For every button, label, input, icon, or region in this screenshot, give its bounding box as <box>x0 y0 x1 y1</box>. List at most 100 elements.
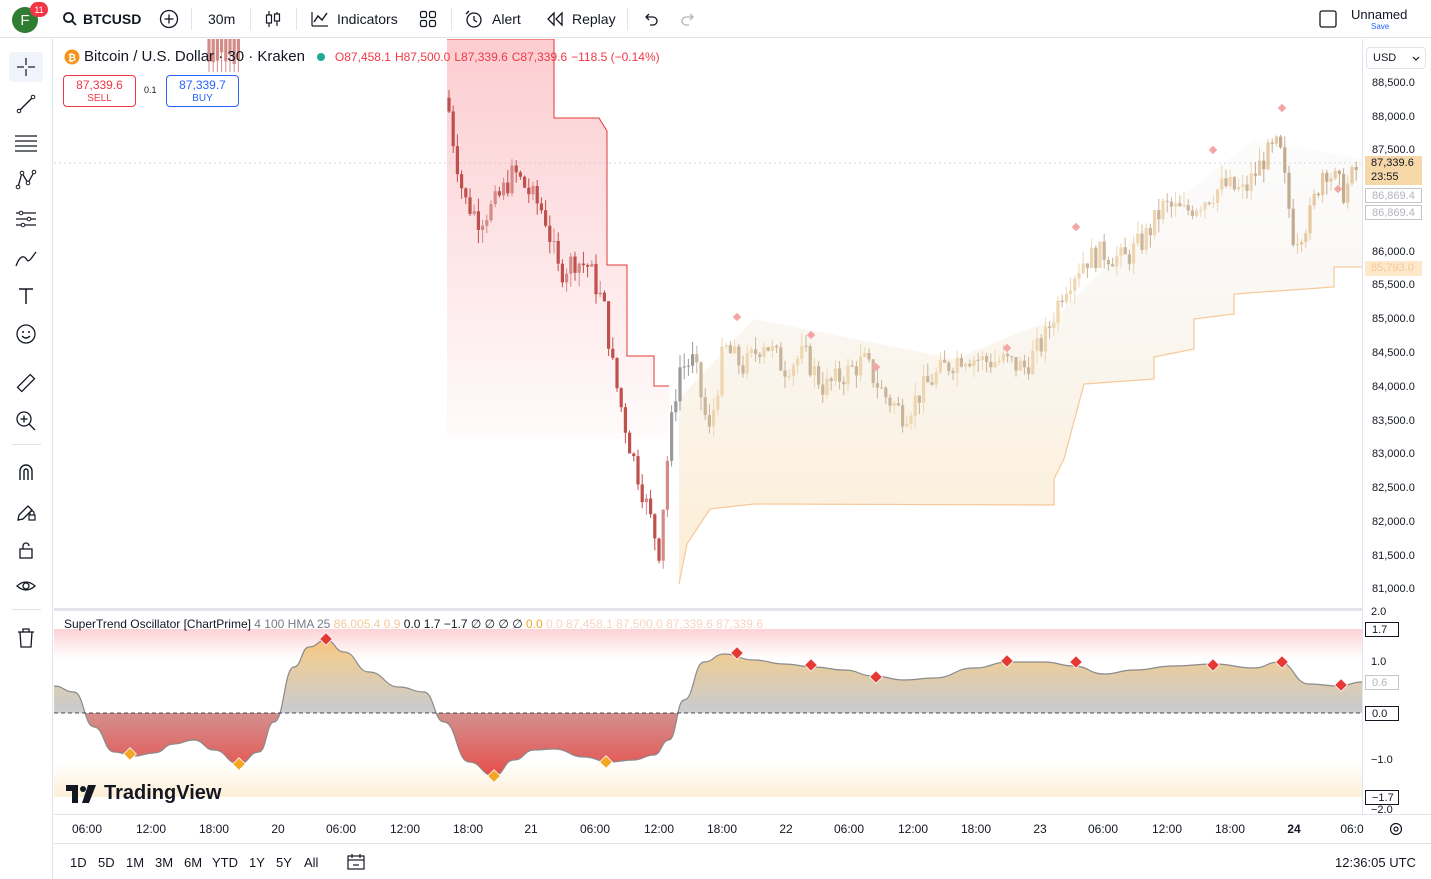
candle-body <box>497 191 501 196</box>
candle-body <box>220 39 224 53</box>
candle-body <box>1253 173 1257 176</box>
oscillator-name[interactable]: SuperTrend Oscillator [ChartPrime] <box>64 617 251 631</box>
pattern-tool[interactable] <box>9 165 43 195</box>
brush-tool[interactable] <box>9 243 43 273</box>
chart-type-button[interactable] <box>264 0 282 38</box>
compare-symbol-button[interactable] <box>159 0 179 38</box>
symbol-search[interactable]: BTCUSD <box>62 0 141 38</box>
magnet-tool[interactable] <box>9 457 43 487</box>
measure-tool[interactable] <box>9 368 43 398</box>
candlestick-chart[interactable] <box>54 39 1362 607</box>
candle-body <box>211 39 215 63</box>
currency-select[interactable]: USD <box>1366 47 1426 69</box>
candle-body <box>745 352 749 374</box>
candle-body <box>1258 160 1262 176</box>
time-axis-label: 21 <box>524 822 538 836</box>
range-button-all[interactable]: All <box>304 855 319 870</box>
candle-body <box>762 347 766 358</box>
emoji-tool[interactable] <box>9 319 43 349</box>
axis-settings-button[interactable] <box>1388 821 1404 842</box>
time-axis-label: 18:00 <box>960 822 992 836</box>
divider <box>12 444 41 445</box>
candle-body <box>640 484 644 503</box>
unlock-icon <box>19 542 33 559</box>
text-tool[interactable] <box>9 281 43 311</box>
candle-body <box>758 354 762 358</box>
layout-name[interactable]: Unnamed <box>1351 7 1408 22</box>
zoom-tool[interactable] <box>9 406 43 436</box>
sell-label: SELL <box>87 93 112 104</box>
buy-button[interactable]: 87,339.7 BUY <box>166 75 239 107</box>
range-button-3m[interactable]: 3M <box>155 855 174 870</box>
range-button-5y[interactable]: 5Y <box>276 855 292 870</box>
ohlc-low: L87,339.6 <box>454 49 508 64</box>
crosshair-tool[interactable] <box>9 52 43 82</box>
oscillator-pane[interactable] <box>54 612 1362 812</box>
candle-body <box>1115 255 1119 267</box>
pane-separator[interactable] <box>54 608 1362 611</box>
forecast-tool[interactable] <box>9 204 43 234</box>
candle-body <box>1102 241 1106 261</box>
oscillator-signal-diamond <box>1334 678 1348 692</box>
candle-body <box>447 97 451 112</box>
redo-button[interactable] <box>679 0 697 38</box>
time-axis-label: 24 <box>1287 822 1301 836</box>
candle-body <box>712 409 716 427</box>
range-button-5d[interactable]: 5D <box>98 855 115 870</box>
range-button-1y[interactable]: 1Y <box>249 855 265 870</box>
lock-all-tool[interactable] <box>9 535 43 565</box>
candle-body <box>573 256 577 273</box>
candle-body <box>1069 290 1073 295</box>
buy-price: 87,339.7 <box>179 78 226 92</box>
supertrend-oscillator-chart[interactable] <box>54 612 1362 812</box>
range-button-6m[interactable]: 6M <box>184 855 203 870</box>
candle-body <box>1090 247 1094 268</box>
sell-button[interactable]: 87,339.6 SELL <box>63 75 136 107</box>
alert-label: Alert <box>492 11 521 27</box>
candle-body <box>1178 203 1182 207</box>
candle-body <box>993 362 997 368</box>
range-button-ytd[interactable]: YTD <box>212 855 238 870</box>
lock-drawing-tool[interactable] <box>9 497 43 527</box>
candle-body <box>476 211 480 230</box>
replay-button[interactable]: Replay <box>546 0 616 38</box>
candle-body <box>1333 170 1337 179</box>
interval-button[interactable]: 30m <box>208 11 236 27</box>
time-axis-label: 06:00 <box>1087 822 1119 836</box>
symbol-title[interactable]: Bitcoin / U.S. Dollar · 30 · Kraken <box>84 48 305 65</box>
time-axis[interactable]: 06:00 12:00 18:00 20 06:00 12:00 18:00 21 06:00 1… <box>54 814 1431 842</box>
time-axis-label: 20 <box>271 822 285 836</box>
fib-tool[interactable] <box>9 128 43 158</box>
go-to-date-button[interactable] <box>346 853 366 876</box>
range-button-1m[interactable]: 1M <box>126 855 145 870</box>
supertrend-red-line <box>447 39 669 387</box>
candle-body <box>1111 264 1115 267</box>
sell-price: 87,339.6 <box>76 78 123 92</box>
layout-menu[interactable] <box>1318 0 1338 38</box>
candle-body <box>607 301 611 349</box>
candle-body <box>737 346 741 366</box>
remove-drawings-tool[interactable] <box>9 623 43 653</box>
clock-timezone[interactable]: 12:36:05 UTC <box>1335 855 1416 870</box>
hide-drawings-tool[interactable] <box>9 571 43 601</box>
alert-button[interactable]: Alert <box>464 0 521 38</box>
save-link[interactable]: Save <box>1371 22 1390 31</box>
crosshair-icon <box>17 58 35 76</box>
time-axis-label: 18:00 <box>452 822 484 836</box>
divider <box>627 8 628 30</box>
candle-body <box>854 366 858 376</box>
range-button-1d[interactable]: 1D <box>70 855 87 870</box>
indicators-button[interactable]: Indicators <box>310 0 398 38</box>
osc-axis-neg1: −1.0 <box>1371 754 1393 766</box>
undo-button[interactable] <box>642 0 660 38</box>
alarm-clock-icon <box>465 10 482 28</box>
layout-square-icon <box>1319 10 1337 28</box>
trend-line-tool[interactable] <box>9 89 43 119</box>
buy-label: BUY <box>192 93 213 104</box>
price-axis-label: 82,000.0 <box>1372 516 1415 528</box>
price-chart[interactable] <box>54 39 1362 607</box>
candle-body <box>1216 189 1220 204</box>
tradingview-logo[interactable]: TradingView <box>66 782 221 805</box>
templates-button[interactable] <box>419 0 437 38</box>
candle-body <box>930 382 934 385</box>
